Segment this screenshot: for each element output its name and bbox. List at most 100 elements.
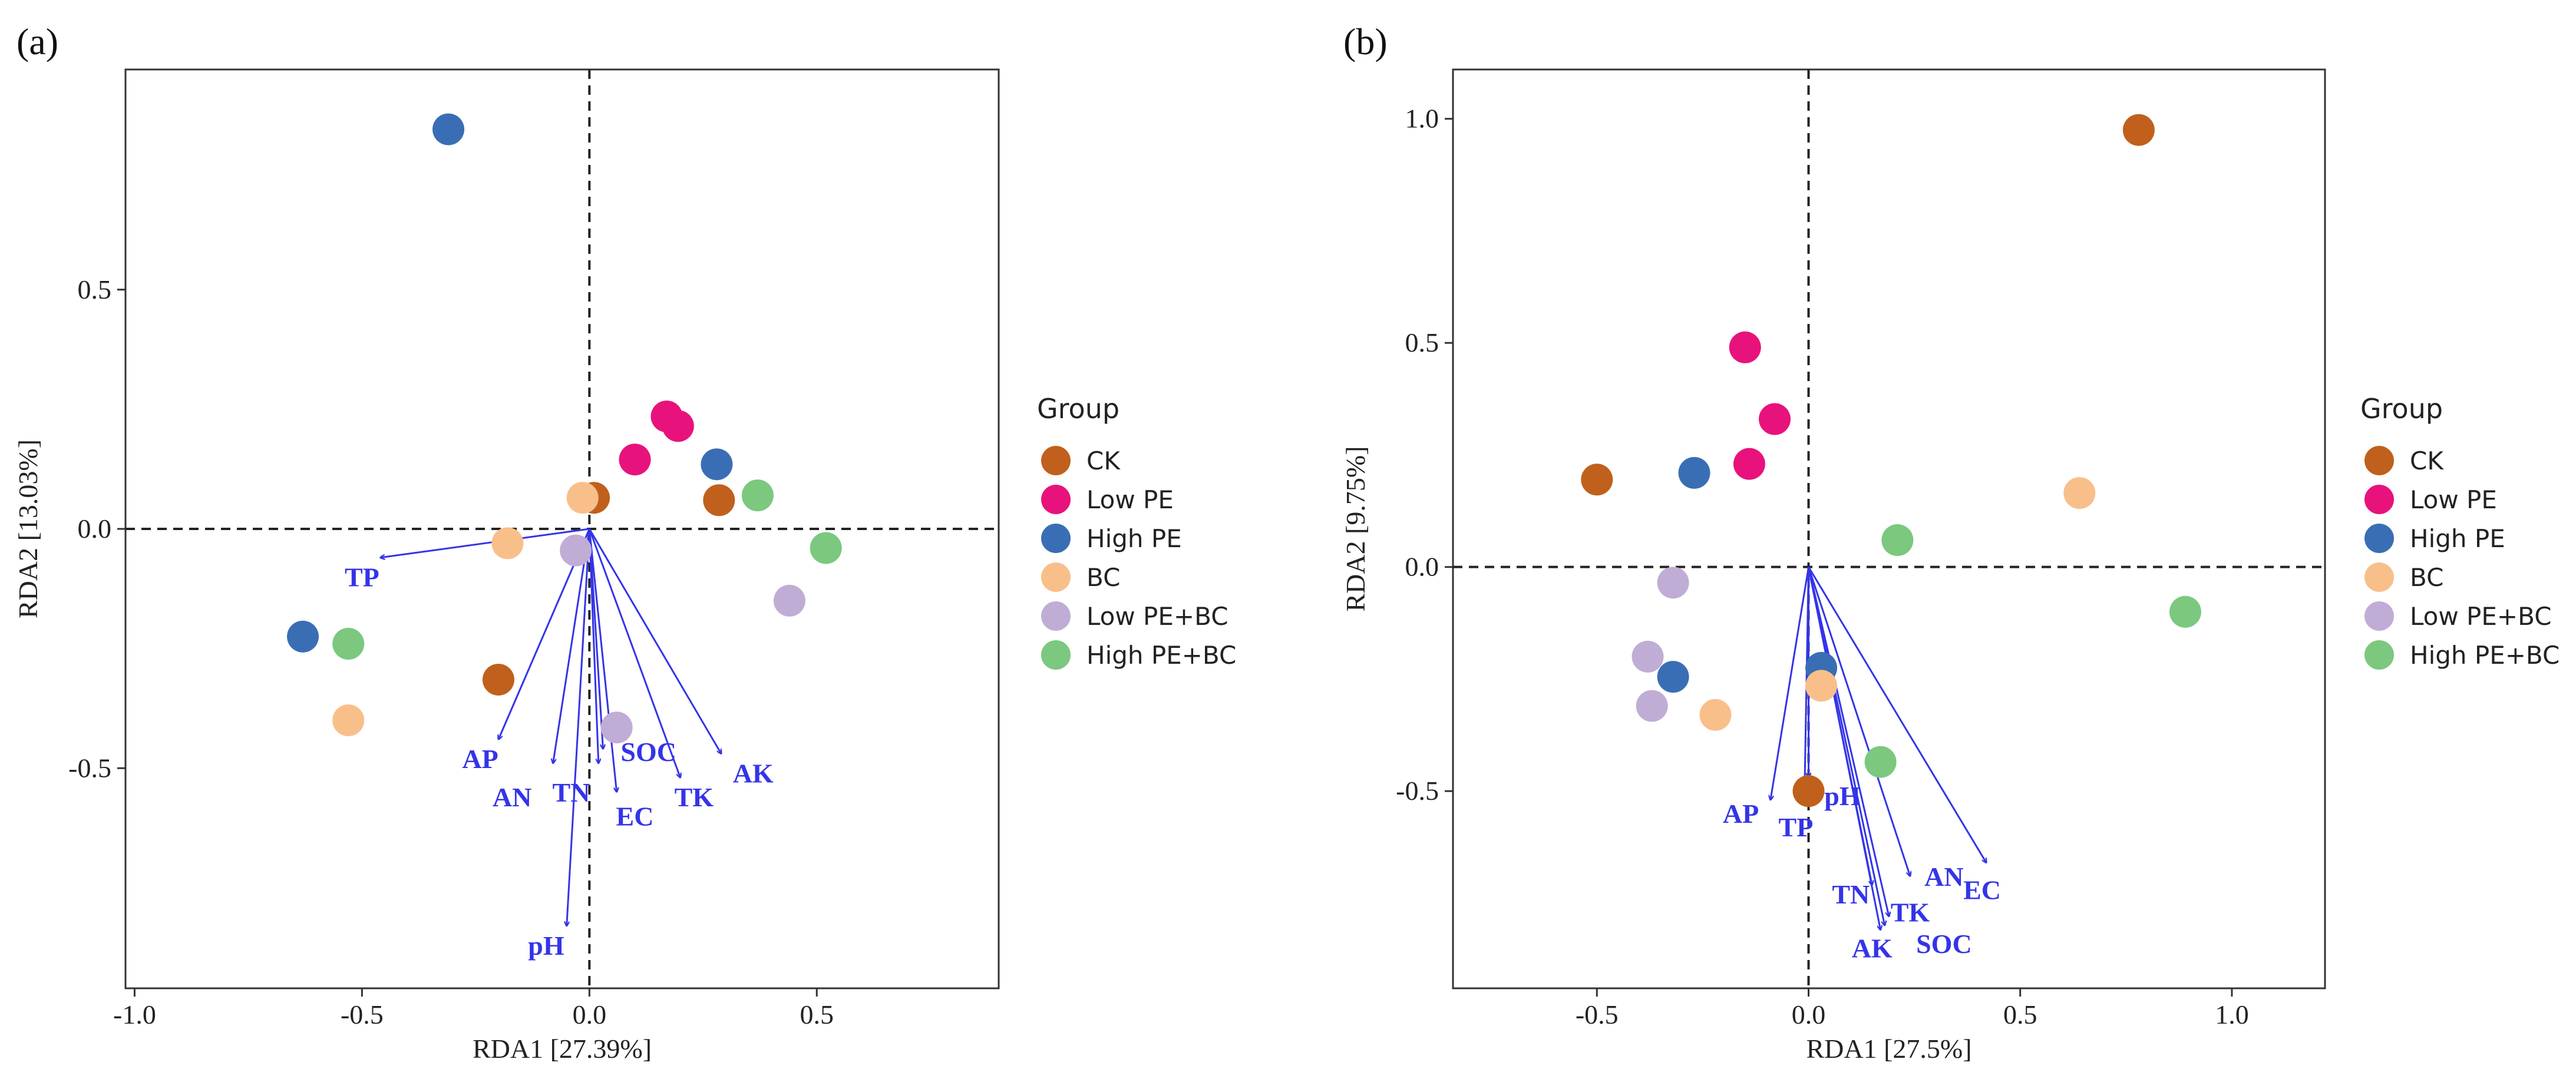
legend-swatch: [1041, 562, 1071, 592]
arrow-soc: [588, 528, 603, 749]
legend-title: Group: [1037, 393, 1119, 425]
y-tick-label: -0.5: [68, 753, 111, 783]
rda-panel-a: (a) -1.0 -0.5 0.0 0.5 -0.5 0.0 0.5 RDA1 [27.39%]…: [13, 21, 1236, 1064]
legend-swatch: [1041, 524, 1071, 553]
legend-swatch: [1041, 640, 1071, 670]
x-tick-label: 0.0: [573, 999, 607, 1030]
x-tick-label: -1.0: [113, 999, 156, 1030]
panel-label: (b): [1343, 21, 1388, 62]
arrow-label-ap: AP: [462, 744, 498, 774]
point-low-pe-bc: [1632, 640, 1664, 673]
arrow-ap: [1771, 567, 1809, 800]
x-axis-title: RDA1 [27.5%]: [1806, 1034, 1971, 1064]
legend-item-label: BC: [1086, 563, 1120, 592]
point-high-pe: [1657, 661, 1689, 693]
legend-swatch: [2364, 640, 2394, 670]
legend-item-label: High PE: [2410, 524, 2505, 553]
point-low-pe-bc: [1657, 567, 1689, 599]
legend-swatch: [1041, 601, 1071, 631]
arrow-label-an: AN: [493, 782, 531, 812]
point-ck: [1581, 464, 1613, 496]
point-bc: [332, 704, 365, 736]
arrow-an: [553, 528, 590, 763]
legend-swatch: [2364, 524, 2394, 553]
legend-title: Group: [2360, 393, 2443, 425]
arrow-label-tk: TK: [1891, 898, 1930, 928]
arrow-label-soc: SOC: [620, 737, 676, 767]
point-low-pe-bc: [600, 711, 633, 744]
legend-swatch: [2364, 485, 2394, 514]
legend-item-label: High PE+BC: [2410, 641, 2560, 670]
point-low-pe-bc: [773, 584, 805, 617]
y-tick-label: 0.0: [1405, 552, 1439, 582]
y-tick-label: 1.0: [1405, 104, 1439, 134]
point-bc: [2063, 477, 2096, 509]
point-bc: [1805, 670, 1838, 702]
arrow-label-tn: TN: [1832, 879, 1870, 909]
arrow-label-tk: TK: [675, 782, 714, 812]
point-low-pe: [1733, 448, 1765, 480]
point-low-pe: [1759, 403, 1791, 435]
legend-item-label: Low PE: [2410, 485, 2497, 514]
point-high-pe: [287, 620, 319, 653]
y-axis-title: RDA2 [9.75%]: [1340, 446, 1370, 611]
point-high-pe-bc: [741, 479, 774, 512]
point-bc: [1699, 699, 1732, 731]
arrow-label-ak: AK: [733, 758, 774, 788]
arrow-label-tp: TP: [1779, 812, 1814, 842]
arrow-soc: [1808, 567, 1884, 926]
point-low-pe-bc: [560, 534, 592, 567]
y-axis-title: RDA2 [13.03%]: [13, 439, 43, 618]
legend-swatch: [2364, 562, 2394, 592]
y-tick-label: 0.0: [78, 514, 112, 544]
plot-frame: [1452, 68, 2326, 989]
legend-item-label: Low PE+BC: [2410, 602, 2552, 631]
point-low-pe: [662, 410, 694, 442]
arrow-tp: [380, 528, 590, 558]
point-ck: [2122, 114, 2155, 146]
arrow-label-tp: TP: [345, 562, 379, 592]
x-tick-label: -0.5: [1576, 999, 1619, 1030]
point-high-pe-bc: [332, 628, 365, 660]
y-tick-label: 0.5: [78, 274, 112, 304]
point-high-pe-bc: [2169, 595, 2201, 628]
point-high-pe: [432, 113, 465, 145]
point-bc: [491, 527, 524, 560]
legend-item-label: CK: [2410, 446, 2444, 475]
arrow-label-ec: EC: [1963, 875, 2001, 905]
point-high-pe-bc: [810, 532, 842, 564]
rda-panel-b: (b) -0.5 0.0 0.5 1.0 -0.5 0.0 0.5 1.0 RDA1 [27.5%…: [1340, 21, 2560, 1064]
arrow-label-ec: EC: [616, 802, 654, 832]
x-tick-label: 0.5: [2003, 999, 2037, 1030]
legend-swatch: [2364, 446, 2394, 475]
point-low-pe-bc: [1636, 690, 1668, 722]
y-tick-label: 0.5: [1405, 327, 1439, 358]
panel-label: (a): [16, 21, 58, 62]
point-ck: [482, 663, 514, 696]
point-high-pe: [1678, 456, 1710, 489]
point-ck: [1792, 775, 1825, 807]
legend-swatch: [1041, 485, 1071, 514]
point-low-pe: [619, 443, 651, 476]
legend-swatch: [2364, 601, 2394, 631]
arrow-tk: [1808, 567, 1889, 917]
arrow-ec: [588, 528, 616, 792]
arrow-ak: [589, 528, 721, 754]
arrow-label-ak: AK: [1852, 934, 1893, 964]
arrow-tn: [588, 528, 598, 763]
arrow-label-tn: TN: [552, 777, 590, 807]
legend-item-label: Low PE+BC: [1086, 602, 1228, 631]
x-axis-title: RDA1 [27.39%]: [473, 1034, 652, 1064]
arrow-ec: [1808, 566, 1986, 863]
point-high-pe-bc: [1864, 746, 1897, 778]
legend-item-label: BC: [2410, 563, 2443, 592]
point-ck: [703, 484, 735, 517]
arrow-ph: [567, 528, 590, 926]
x-tick-label: -0.5: [341, 999, 384, 1030]
arrow-label-ph: pH: [528, 931, 564, 961]
arrow-label-soc: SOC: [1916, 929, 1972, 959]
legend-item-label: Low PE: [1086, 485, 1174, 514]
arrow-label-an: AN: [1924, 862, 1963, 892]
arrow-an: [1808, 567, 1910, 876]
